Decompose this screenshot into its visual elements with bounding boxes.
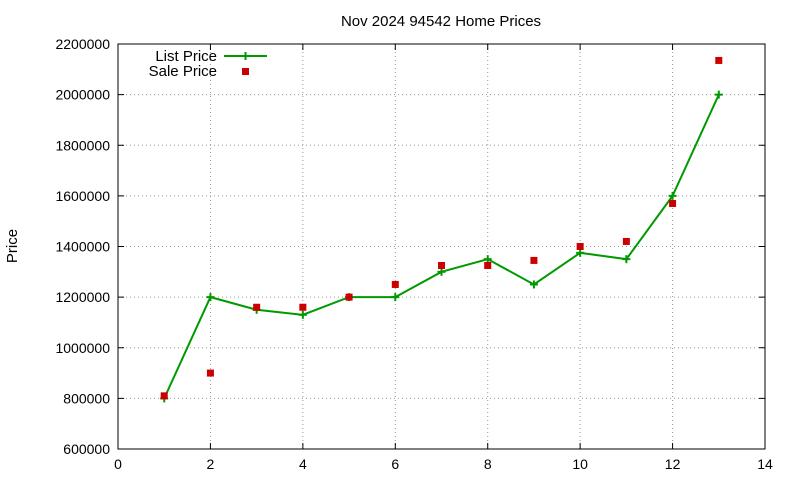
data-point-list-price	[576, 248, 585, 257]
y-tick-label: 1800000	[55, 137, 110, 153]
data-point-sale-price	[715, 56, 723, 64]
y-tick-label: 1600000	[55, 188, 110, 204]
y-tick-label: 2000000	[55, 87, 110, 103]
y-tick-label: 2200000	[55, 36, 110, 52]
y-tick-label: 1200000	[55, 289, 110, 305]
axes	[117, 43, 766, 450]
x-tick-label: 6	[391, 456, 399, 472]
x-tick-label: 2	[207, 456, 215, 472]
x-tick-label: 12	[665, 456, 681, 472]
data-point-sale-price	[622, 237, 630, 245]
data-point-list-price	[622, 255, 631, 264]
data-point-sale-price	[530, 256, 538, 264]
x-tick-label: 0	[114, 456, 122, 472]
data-point-sale-price	[299, 303, 307, 311]
legend: List Price Sale Price	[149, 48, 267, 80]
data-point-list-price	[391, 293, 400, 302]
data-point-sale-price	[438, 261, 445, 269]
data-point-list-price	[298, 310, 307, 319]
x-tick-label: 14	[757, 456, 773, 472]
y-tick-label: 800000	[63, 390, 110, 406]
data-point-sale-price	[160, 392, 168, 400]
y-axis-label: Price	[4, 229, 21, 263]
data-point-sale-price	[345, 293, 353, 301]
series-layer	[160, 56, 723, 403]
x-tick-label: 10	[572, 456, 588, 472]
data-point-list-price	[483, 255, 492, 264]
x-tick-labels: 0 2 4 6 8 10 12 14	[114, 456, 773, 472]
data-point-list-price	[206, 293, 215, 302]
data-point-list-price	[668, 191, 677, 200]
series-line-list-price	[163, 94, 720, 399]
legend-marker-list-price	[241, 52, 250, 60]
plot-frame	[117, 43, 766, 450]
data-point-list-price	[437, 267, 446, 276]
data-point-sale-price	[484, 261, 492, 269]
data-point-sale-price	[391, 280, 399, 288]
x-tick-label: 8	[484, 456, 492, 472]
y-tick-label: 600000	[63, 441, 110, 457]
data-point-sale-price	[206, 369, 214, 377]
legend-label-list-price: List Price	[155, 48, 217, 65]
y-tick-label: 1000000	[55, 340, 110, 356]
y-tick-labels: 600000 800000 1000000 1200000 1400000 1600000…	[55, 36, 110, 457]
data-point-sale-price	[669, 199, 677, 207]
legend-marker-sale-price	[242, 68, 249, 75]
data-point-sale-price	[253, 303, 261, 311]
y-tick-label: 1400000	[55, 239, 110, 255]
legend-label-sale-price: Sale Price	[149, 63, 217, 80]
grid	[118, 44, 765, 449]
data-point-list-price	[714, 90, 723, 99]
x-tick-label: 4	[299, 456, 307, 472]
chart-title: Nov 2024 94542 Home Prices	[341, 13, 541, 30]
data-point-sale-price	[576, 243, 584, 250]
data-point-list-price	[529, 280, 538, 289]
